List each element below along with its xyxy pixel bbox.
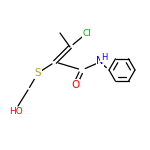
Text: N: N [96,56,104,66]
Text: HO: HO [9,108,23,117]
Text: Cl: Cl [82,28,91,38]
Text: S: S [35,68,41,78]
Text: H: H [101,52,107,62]
Text: O: O [71,80,79,90]
